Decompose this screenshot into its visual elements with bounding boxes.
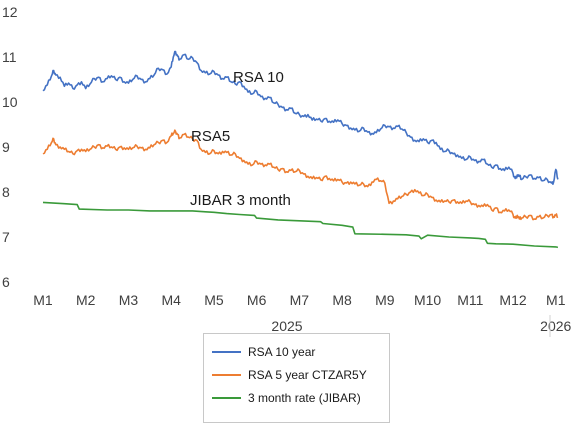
- series-annotations: RSA 10 RSA5 JIBAR 3 month: [190, 69, 291, 209]
- x-tick-label: M9: [375, 292, 395, 308]
- series-lines: [42, 50, 559, 249]
- x-tick-label: M7: [290, 292, 310, 308]
- legend-label-rsa5: RSA 5 year CTZAR5Y: [248, 367, 367, 382]
- x-tick-label: M2: [76, 292, 96, 308]
- y-tick-label: 9: [2, 139, 10, 155]
- legend-item-rsa5: RSA 5 year CTZAR5Y: [212, 363, 383, 386]
- legend-label-jibar: 3 month rate (JIBAR): [248, 390, 361, 405]
- x-tick-label: M12: [499, 292, 526, 308]
- y-tick-label: 6: [2, 274, 10, 290]
- y-tick-label: 11: [2, 49, 17, 65]
- jibar-line: [42, 201, 559, 249]
- y-tick-label: 8: [2, 184, 10, 200]
- x-tick-label: M1: [546, 292, 566, 308]
- legend-swatch-rsa10: [212, 350, 241, 353]
- legend-swatch-rsa5: [212, 373, 241, 376]
- y-tick-label: 10: [2, 94, 18, 110]
- x-tick-label: M11: [457, 292, 483, 308]
- x-group-label-2026: 2026: [540, 318, 571, 334]
- x-tick-label: M10: [414, 292, 441, 308]
- legend-swatch-jibar: [212, 396, 241, 399]
- legend-item-jibar: 3 month rate (JIBAR): [212, 386, 383, 409]
- legend: RSA 10 year RSA 5 year CTZAR5Y 3 month r…: [203, 333, 390, 423]
- annotation-rsa10: RSA 10: [233, 69, 284, 86]
- annotation-rsa5: RSA5: [191, 128, 230, 145]
- legend-label-rsa10: RSA 10 year: [248, 344, 316, 359]
- legend-item-rsa10: RSA 10 year: [212, 340, 383, 363]
- annotation-jibar: JIBAR 3 month: [190, 192, 291, 209]
- x-tick-label: M8: [332, 292, 352, 308]
- rsa10-line: [42, 50, 559, 185]
- x-tick-label: M5: [204, 292, 224, 308]
- y-axis: 6 7 8 9 10 11 12: [2, 4, 18, 290]
- x-tick-label: M1: [33, 292, 53, 308]
- x-tick-label: M6: [247, 292, 267, 308]
- x-tick-label: M3: [119, 292, 139, 308]
- x-group-label-2025: 2025: [271, 318, 302, 334]
- x-tick-label: M4: [161, 292, 181, 308]
- rsa5-line: [42, 129, 559, 221]
- y-tick-label: 7: [2, 229, 10, 245]
- y-tick-label: 12: [2, 4, 18, 20]
- x-axis: M1 M2 M3 M4 M5 M6 M7 M8 M9 M10 M11 M12 M1 2025 2026: [33, 292, 572, 337]
